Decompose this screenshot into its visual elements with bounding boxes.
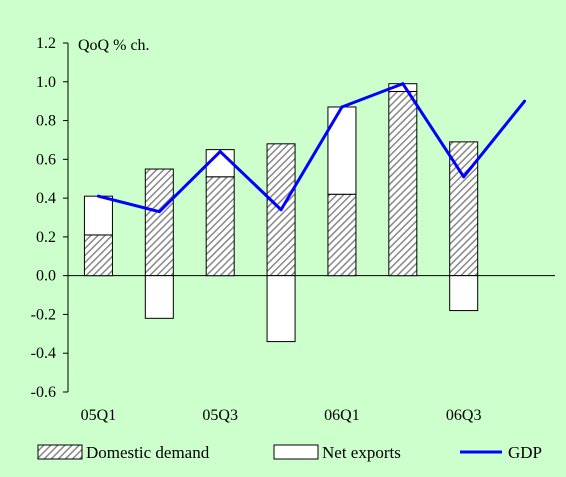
gdp-line bbox=[98, 82, 526, 214]
bar-domestic-demand bbox=[388, 90, 418, 277]
y-tick-label: -0.4 bbox=[31, 345, 56, 362]
bar-net-exports bbox=[449, 275, 479, 312]
bar-net-exports bbox=[266, 275, 296, 343]
y-tick-label: 0.6 bbox=[36, 151, 56, 168]
gdp-point bbox=[279, 208, 283, 212]
legend-swatch-domestic-demand bbox=[37, 444, 83, 460]
bar-domestic-demand bbox=[144, 168, 174, 277]
y-tick-label: 1.0 bbox=[36, 74, 56, 91]
bar-net-exports bbox=[327, 106, 357, 195]
bar-domestic-demand bbox=[205, 176, 235, 277]
gdp-point bbox=[462, 175, 466, 179]
y-tick-label: -0.2 bbox=[31, 306, 56, 323]
y-tick-label: 0.8 bbox=[36, 113, 56, 130]
legend-swatch-net-exports bbox=[273, 444, 319, 460]
bar-net-exports bbox=[144, 275, 174, 319]
x-tick-label: 06Q1 bbox=[324, 407, 360, 424]
x-tick-label: 05Q1 bbox=[81, 407, 117, 424]
y-tick-label: 0.0 bbox=[36, 268, 56, 285]
gdp-point bbox=[401, 82, 405, 86]
bar-domestic-demand bbox=[327, 193, 357, 277]
x-tick-label: 05Q3 bbox=[202, 407, 238, 424]
y-tick-label: 1.2 bbox=[36, 35, 56, 52]
x-tick-label: 06Q3 bbox=[446, 407, 482, 424]
bar-domestic-demand bbox=[83, 234, 113, 277]
gdp-point bbox=[340, 105, 344, 109]
y-tick-label: -0.6 bbox=[31, 384, 56, 401]
legend-label-gdp: GDP bbox=[508, 443, 542, 462]
bar-net-exports bbox=[205, 149, 235, 178]
bar-net-exports bbox=[83, 195, 113, 236]
gdp-point bbox=[218, 150, 222, 154]
y-tick-label: 0.2 bbox=[36, 229, 56, 246]
y-tick-label: 0.4 bbox=[36, 190, 56, 207]
gdp-point bbox=[96, 194, 100, 198]
legend-label-domestic-demand: Domestic demand bbox=[86, 443, 210, 462]
legend-label-net-exports: Net exports bbox=[322, 443, 401, 462]
gdp-point bbox=[523, 99, 527, 103]
unit-label: QoQ % ch. bbox=[78, 37, 150, 54]
gdp-point bbox=[157, 210, 161, 214]
